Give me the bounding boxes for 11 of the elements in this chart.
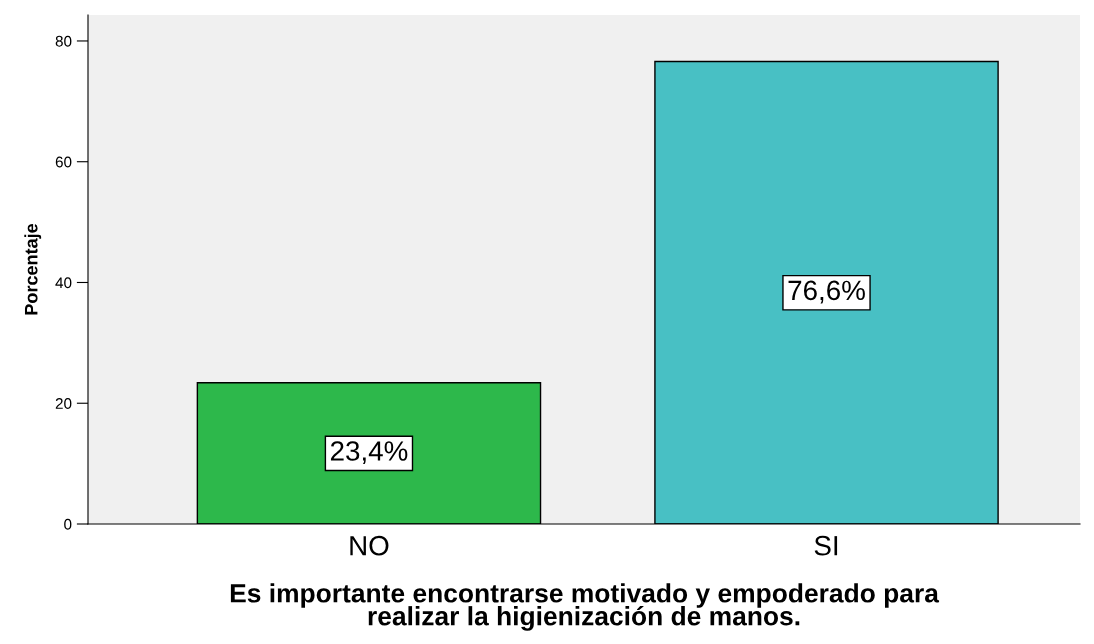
data-label: 23,4% [330,441,408,465]
y-axis-title: Porcentaje [24,223,42,315]
y-tick-label: 20 [55,398,72,409]
x-tick-label: NO [350,535,389,556]
y-tick-label: 60 [55,156,72,168]
y-tick-label: 80 [55,35,72,47]
y-tick-label: 0 [64,518,72,530]
x-axis-title: Es importante encontrarse motivado y empoderado para realizar la higienización de manos. [230,583,940,631]
y-tick-label: 40 [55,277,72,289]
data-label: 76,6% [788,280,865,304]
x-tick-label: SI [814,535,838,556]
